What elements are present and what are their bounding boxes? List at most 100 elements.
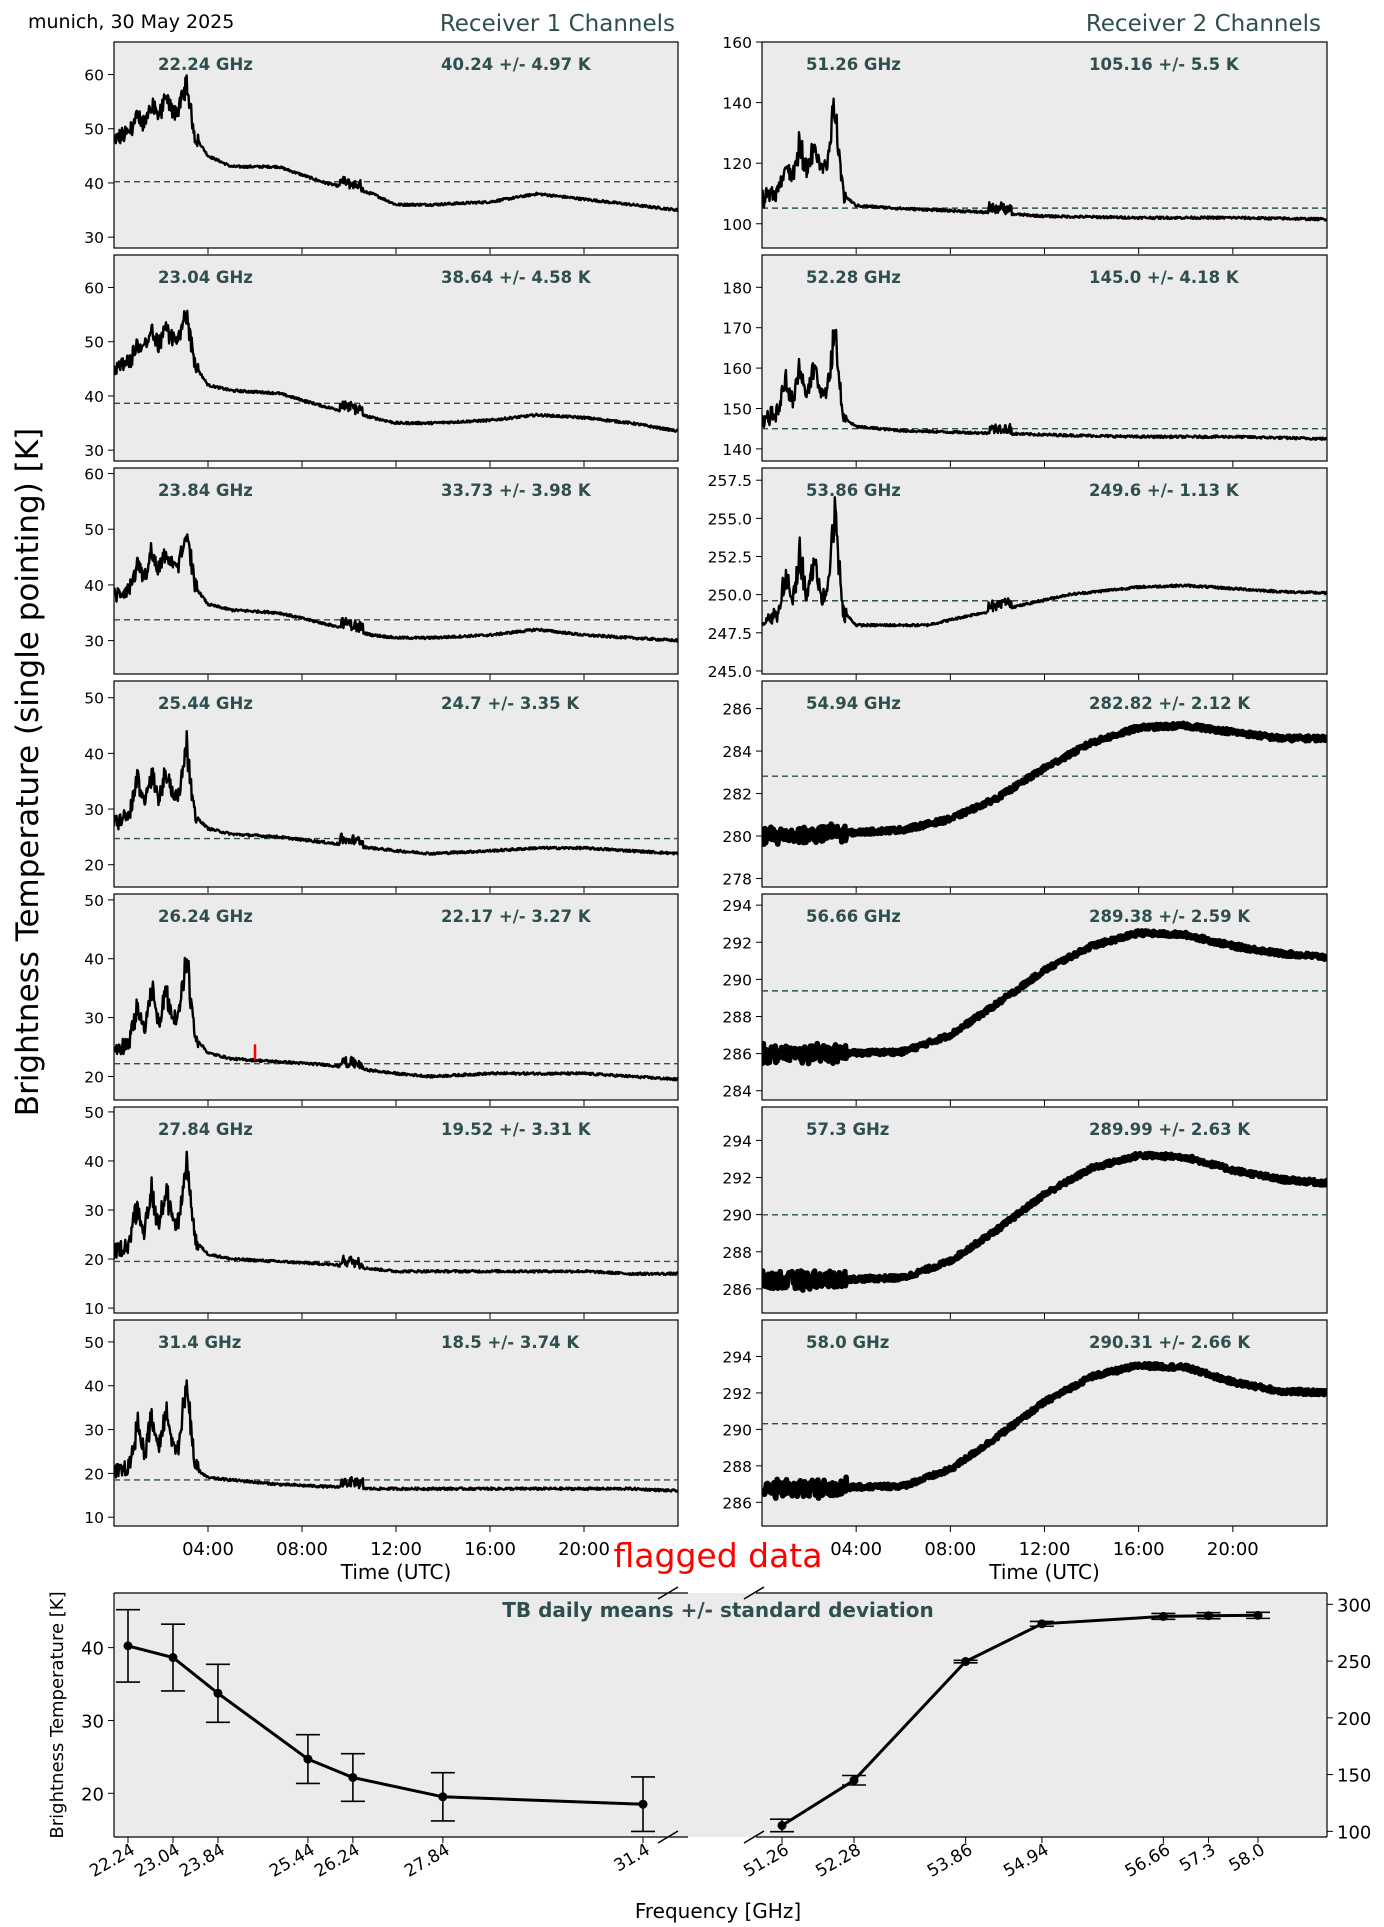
right-y-tick-label: 100 xyxy=(1337,1822,1371,1843)
y-tick-label: 294 xyxy=(722,1348,752,1366)
y-tick-label: 288 xyxy=(722,1008,752,1026)
y-tick-label: 50 xyxy=(84,690,104,708)
y-tick-label: 40 xyxy=(84,745,104,763)
series-line xyxy=(762,328,1327,441)
y-tick-label: 290 xyxy=(722,1421,752,1439)
receiver2-x-tick-label: 57.3 xyxy=(1176,1840,1219,1876)
y-tick-label: 160 xyxy=(722,360,752,378)
panel-frame xyxy=(761,680,1328,888)
mean-std-label: 145.0 +/- 4.18 K xyxy=(1089,268,1240,287)
receiver2-x-tick-label: 52.28 xyxy=(812,1840,864,1882)
mean-std-label: 249.6 +/- 1.13 K xyxy=(1089,481,1240,500)
series-line xyxy=(114,533,678,643)
receiver2-mean-point xyxy=(1158,1611,1168,1621)
summary-x-axis-label: Frequency [GHz] xyxy=(635,1899,801,1923)
series-line xyxy=(762,496,1327,628)
y-tick-label: 252.5 xyxy=(708,549,752,567)
y-tick-label: 30 xyxy=(84,801,104,819)
left-y-tick-label: 40 xyxy=(81,1639,104,1660)
receiver1-panel-6: 10 20 30 40 50 31.4 GHz 18.5 +/- 3.74 K 04:00 08… xyxy=(84,1319,679,1584)
receiver1-x-tick-label: 23.84 xyxy=(176,1840,228,1882)
left-y-tick-label: 30 xyxy=(81,1711,104,1732)
right-y-tick-label: 300 xyxy=(1337,1595,1371,1616)
panel-frame xyxy=(761,41,1328,249)
x-tick-label: 20:00 xyxy=(558,1539,610,1560)
y-tick-label: 286 xyxy=(722,701,752,719)
y-tick-label: 286 xyxy=(722,1494,752,1512)
y-tick-label: 286 xyxy=(722,1046,752,1064)
y-tick-label: 30 xyxy=(84,442,104,460)
panel-frame xyxy=(113,467,679,675)
frequency-label: 56.66 GHz xyxy=(806,907,901,926)
x-tick-label: 08:00 xyxy=(276,1539,328,1560)
x-tick-label: 04:00 xyxy=(830,1539,882,1560)
y-tick-label: 30 xyxy=(84,229,104,247)
receiver2-mean-point xyxy=(849,1775,859,1785)
y-tick-label: 170 xyxy=(722,320,752,338)
receiver2-panel-4: 284 286 288 290 292 294 56.66 GHz 289.38 +/- 2.… xyxy=(722,893,1328,1106)
series-line xyxy=(762,1360,1327,1501)
y-tick-label: 20 xyxy=(84,1068,104,1086)
mean-std-label: 18.5 +/- 3.74 K xyxy=(441,1333,580,1352)
frequency-label: 23.84 GHz xyxy=(158,481,253,500)
y-tick-label: 120 xyxy=(722,155,752,173)
y-tick-label: 290 xyxy=(722,1207,752,1225)
series-line xyxy=(114,730,678,856)
receiver2-panel-5: 286 288 290 292 294 57.3 GHz 289.99 +/- 2.63 K xyxy=(722,1106,1328,1319)
y-tick-label: 290 xyxy=(722,971,752,989)
receiver1-panel-2: 30 40 50 60 23.84 GHz 33.73 +/- 3.98 K xyxy=(84,466,679,680)
receiver1-mean-point xyxy=(638,1799,648,1809)
x-tick-label: 20:00 xyxy=(1207,1539,1259,1560)
y-tick-label: 50 xyxy=(84,121,104,139)
panel-frame xyxy=(113,41,679,249)
y-tick-label: 30 xyxy=(84,633,104,651)
right-y-tick-label: 150 xyxy=(1337,1766,1371,1787)
receiver2-panel-6: 286 288 290 292 294 58.0 GHz 290.31 +/- 2.66 K… xyxy=(722,1319,1328,1584)
y-tick-label: 292 xyxy=(722,1170,752,1188)
x-tick-label: 12:00 xyxy=(1019,1539,1071,1560)
x-tick-label: 12:00 xyxy=(370,1539,422,1560)
y-tick-label: 40 xyxy=(84,1378,104,1396)
y-tick-label: 40 xyxy=(84,175,104,193)
y-tick-label: 10 xyxy=(84,1300,104,1318)
y-tick-label: 294 xyxy=(722,1132,752,1150)
panel-frame xyxy=(761,893,1328,1101)
receiver1-x-tick-label: 22.24 xyxy=(86,1840,138,1882)
x-tick-label: 16:00 xyxy=(1113,1539,1165,1560)
frequency-label: 27.84 GHz xyxy=(158,1120,253,1139)
y-tick-label: 40 xyxy=(84,951,104,969)
panel-frame xyxy=(113,893,679,1101)
series-line xyxy=(114,956,678,1082)
series-line xyxy=(114,309,678,433)
panel-frame xyxy=(113,254,679,462)
summary-y-axis-label: Brightness Temperature [K] xyxy=(47,1591,68,1838)
series-line xyxy=(114,1150,678,1277)
x-axis-label: Time (UTC) xyxy=(988,1560,1100,1584)
axis-break-mark xyxy=(743,1586,765,1600)
receiver2-mean-point xyxy=(1037,1619,1047,1629)
y-tick-label: 280 xyxy=(722,828,752,846)
y-tick-label: 20 xyxy=(84,1251,104,1269)
y-tick-label: 292 xyxy=(722,934,752,952)
y-tick-label: 50 xyxy=(84,521,104,539)
series-line xyxy=(762,720,1327,847)
y-tick-label: 257.5 xyxy=(708,472,752,490)
y-tick-label: 160 xyxy=(722,34,752,52)
receiver1-panel-0: 30 40 50 60 22.24 GHz 40.24 +/- 4.97 K xyxy=(84,41,679,254)
y-tick-label: 255.0 xyxy=(708,510,752,528)
mean-std-label: 290.31 +/- 2.66 K xyxy=(1089,1333,1251,1352)
receiver2-panel-1: 140 150 160 170 180 52.28 GHz 145.0 +/- 4.18 K xyxy=(722,254,1328,467)
receiver1-x-tick-label: 23.04 xyxy=(131,1840,183,1882)
receiver1-x-tick-label: 25.44 xyxy=(266,1840,318,1882)
y-tick-label: 30 xyxy=(84,1010,104,1028)
y-tick-label: 20 xyxy=(84,857,104,875)
mean-std-label: 22.17 +/- 3.27 K xyxy=(441,907,592,926)
receiver2-x-tick-label: 56.66 xyxy=(1122,1840,1174,1882)
right-y-tick-label: 200 xyxy=(1337,1709,1371,1730)
receiver2-mean-point xyxy=(961,1657,971,1667)
mean-std-label: 105.16 +/- 5.5 K xyxy=(1089,55,1240,74)
frequency-label: 57.3 GHz xyxy=(806,1120,889,1139)
series-line xyxy=(114,1379,678,1493)
